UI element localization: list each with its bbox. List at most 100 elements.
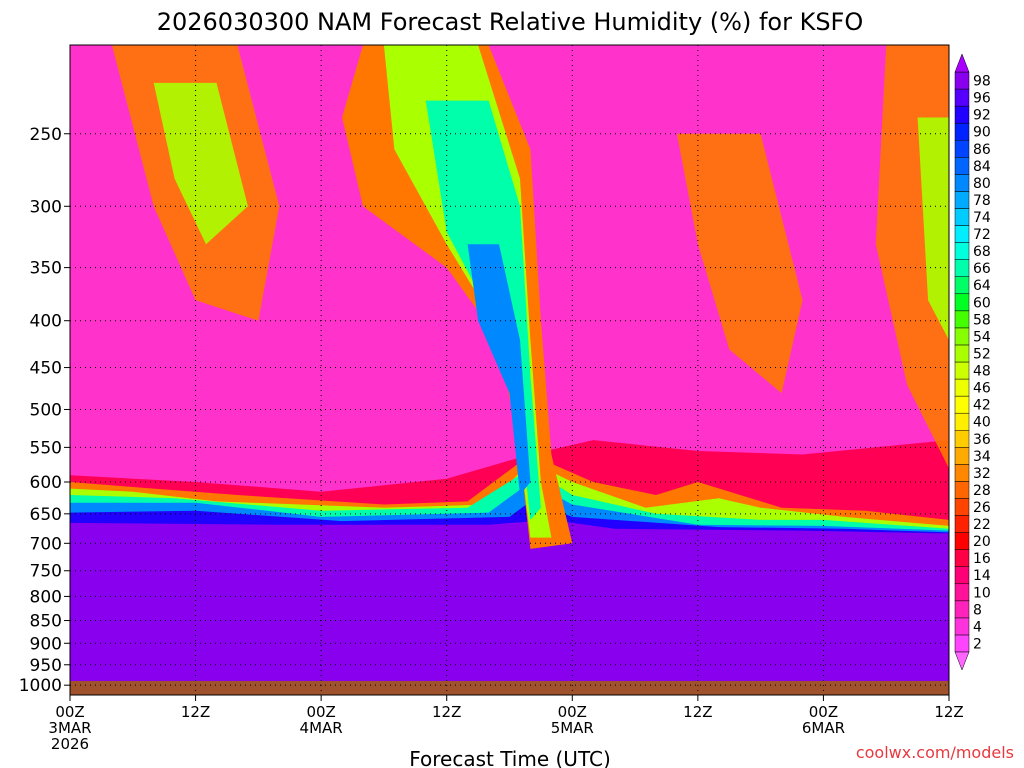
colorbar-label: 80 [973, 176, 991, 192]
x-tick-label: 12Z [432, 703, 461, 721]
colorbar-label: 84 [973, 159, 991, 175]
colorbar-bottom-arrow [954, 651, 970, 671]
x-tick-label: 5MAR [551, 719, 594, 737]
colorbar-swatch [954, 242, 970, 260]
colorbar-swatch [954, 566, 970, 585]
colorbar-label: 58 [973, 312, 991, 328]
colorbar-swatch [954, 276, 970, 295]
upper-plume-2 [425, 100, 541, 520]
upper-patch-1 [153, 82, 248, 245]
colorbar-label: 20 [973, 534, 991, 550]
field-band-6 [70, 519, 949, 695]
chart-title: 2026030300 NAM Forecast Relative Humidit… [157, 8, 864, 36]
humidity-field [70, 45, 949, 695]
colorbar-swatch [954, 344, 970, 363]
colorbar-label: 66 [973, 261, 991, 277]
y-tick-label: 850 [30, 612, 62, 632]
colorbar-label: 14 [973, 568, 991, 584]
colorbar-swatch [954, 122, 970, 141]
y-tick-label: 1000 [19, 676, 62, 696]
colorbar-swatch [954, 174, 970, 192]
y-tick-label: 500 [30, 400, 62, 420]
x-tick-label: 2026 [51, 735, 89, 753]
colorbar-label: 36 [973, 432, 991, 448]
x-tick-label: 12Z [934, 703, 963, 721]
colorbar-label: 86 [973, 142, 991, 158]
x-tick-label: 4MAR [300, 719, 343, 737]
colorbar-label: 54 [973, 329, 991, 345]
y-tick-label: 250 [30, 125, 62, 145]
colorbar-swatch [954, 208, 970, 226]
colorbar-swatch [954, 293, 970, 312]
colorbar-swatch [954, 498, 970, 516]
colorbar-label: 48 [973, 364, 991, 380]
y-tick-label: 300 [30, 197, 62, 217]
x-tick-label: 3MAR [48, 719, 91, 737]
colorbar-label: 34 [973, 449, 991, 465]
colorbar-swatch [954, 139, 970, 158]
x-tick-label: 6MAR [802, 719, 845, 737]
upper-plume-1 [383, 45, 552, 538]
upper-patch-2 [676, 133, 803, 394]
colorbar-swatch [954, 617, 970, 636]
x-tick-label: 00Z [558, 703, 587, 721]
colorbar-label: 52 [973, 346, 991, 362]
y-tick-label: 650 [30, 505, 62, 525]
colorbar-label: 64 [973, 278, 991, 294]
y-tick-label: 600 [30, 473, 62, 493]
x-tick-label: 00Z [809, 703, 838, 721]
upper-plume-3 [467, 244, 531, 495]
colorbar-label: 8 [973, 602, 982, 618]
colorbar-label: 4 [973, 619, 982, 635]
colorbar-label: 74 [973, 210, 991, 226]
colorbar-swatch [954, 88, 970, 107]
colorbar-swatch [954, 600, 970, 619]
colorbar: 2481014162022262832343640424648525458606… [954, 53, 991, 671]
y-axis: 2503003504004505005506006507007508008509… [19, 125, 70, 696]
colorbar-label: 16 [973, 551, 991, 567]
colorbar-label: 40 [973, 415, 991, 431]
colorbar-label: 98 [973, 74, 991, 90]
colorbar-label: 42 [973, 398, 991, 414]
colorbar-swatch [954, 378, 970, 397]
colorbar-swatch [954, 464, 970, 482]
colorbar-swatch [954, 157, 970, 175]
y-tick-label: 700 [30, 534, 62, 554]
colorbar-swatch [954, 395, 970, 414]
colorbar-label: 28 [973, 483, 991, 499]
ground-surface [70, 681, 949, 695]
colorbar-swatch [954, 191, 970, 209]
colorbar-swatch [954, 327, 970, 346]
y-tick-label: 350 [30, 259, 62, 279]
colorbar-label: 22 [973, 517, 991, 533]
plot-area [70, 45, 949, 695]
colorbar-label: 60 [973, 295, 991, 311]
plot-frame [69, 44, 950, 696]
colorbar-label: 10 [973, 585, 991, 601]
colorbar-swatch [954, 634, 970, 653]
colorbar-swatch [954, 481, 970, 499]
x-axis-label: Forecast Time (UTC) [409, 747, 611, 768]
colorbar-swatch [954, 310, 970, 329]
y-tick-label: 450 [30, 359, 62, 379]
x-tick-label: 12Z [683, 703, 712, 721]
colorbar-swatch [954, 259, 970, 277]
colorbar-swatch [954, 105, 970, 124]
colorbar-swatch [954, 361, 970, 380]
y-tick-label: 750 [30, 562, 62, 582]
colorbar-label: 32 [973, 466, 991, 482]
x-tick-label: 12Z [181, 703, 210, 721]
x-tick-label: 00Z [55, 703, 84, 721]
colorbar-label: 46 [973, 381, 991, 397]
y-tick-label: 950 [30, 656, 62, 676]
colorbar-label: 90 [973, 125, 991, 141]
colorbar-swatch [954, 412, 970, 431]
colorbar-swatch [954, 532, 970, 550]
colorbar-swatch [954, 515, 970, 533]
upper-patch-4 [917, 117, 949, 341]
y-tick-label: 800 [30, 587, 62, 607]
colorbar-label: 26 [973, 500, 991, 516]
colorbar-swatch [954, 429, 970, 448]
y-tick-label: 400 [30, 312, 62, 332]
